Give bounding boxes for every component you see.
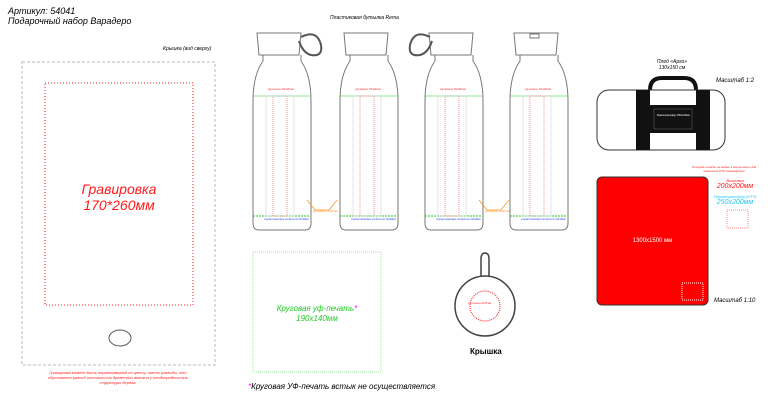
blanket-title: Плед «Арго» 130x150 см bbox=[656, 59, 688, 71]
product-name: Подарочный набор Варадеро bbox=[8, 16, 132, 26]
embroidery-size: 200x200мм bbox=[716, 183, 754, 190]
bottle-print-bottom: термотрансфер на бутыли 20x40мм bbox=[351, 218, 396, 221]
lid-oval bbox=[108, 329, 132, 347]
bottle-print-zones bbox=[253, 95, 568, 217]
engraving-label: Гравировка 170*260мм bbox=[81, 181, 157, 213]
bottle-print-top: уф-печать 70x140 мм bbox=[525, 88, 551, 91]
blanket-roll bbox=[596, 76, 726, 151]
round-lid-drawing bbox=[454, 252, 516, 337]
bottle-print-top: уф-печать 70x140 мм bbox=[355, 88, 381, 91]
blanket-logo-zone bbox=[681, 282, 704, 301]
blanket-dimensions: 1300x1500 мм bbox=[632, 238, 673, 244]
round-lid-print: уф-печать Ø 25 мм bbox=[468, 302, 492, 305]
wrap-print-label: Круговая уф-печать* 190x140мм bbox=[276, 304, 358, 323]
bottles-title: Пластиковая бутылка Rema bbox=[330, 15, 399, 21]
blanket-flat bbox=[596, 176, 709, 306]
bottle-print-bottom: термотрансфер на бутыли 20x40мм bbox=[436, 218, 481, 221]
lid-top-caption: Крышка (вид сверху) bbox=[163, 46, 212, 52]
engraving-area bbox=[44, 82, 194, 306]
scale-roll: Масштаб 1:2 bbox=[716, 78, 755, 84]
dtf-label: Термотрансфер (DTF) bbox=[713, 194, 757, 199]
bottle-print-top: уф-печать 70x140 мм bbox=[268, 88, 294, 91]
engraving-note: Гравировка может быть неравномерной по ц… bbox=[48, 370, 188, 385]
bottle-print-bottom: термотрансфер на бутыли 20x40мм bbox=[521, 218, 566, 221]
dtf-size: 250x200мм bbox=[716, 199, 754, 206]
bottles-drawing bbox=[252, 32, 569, 231]
wrap-footnote: *Круговая УФ-печать встык не осуществляе… bbox=[248, 382, 436, 391]
bottle-print-side: уф-печать 10x40 мм bbox=[485, 210, 510, 213]
wrap-print-area bbox=[252, 251, 382, 373]
embroidery-label: Вышивка bbox=[726, 178, 744, 183]
round-lid-caption: Крышка bbox=[470, 347, 502, 356]
bottle-print-bottom: термотрансфер на бутыли 20x40мм bbox=[264, 218, 309, 221]
article-number: Артикул: 54041 bbox=[8, 6, 76, 16]
blanket-patch-label: Термотрансфер 150x100мм bbox=[656, 114, 690, 117]
blanket-note: Площадь печати не менее 1 мм на ворсе дл… bbox=[691, 165, 757, 173]
embroidery-sample bbox=[726, 209, 749, 229]
bottle-print-side: уф-печать 10x40 мм bbox=[313, 210, 338, 213]
bottle-print-top: уф-печать 70x140 мм bbox=[440, 88, 466, 91]
lid-outline bbox=[21, 61, 216, 366]
scale-flat: Масштаб 1:10 bbox=[714, 298, 756, 304]
